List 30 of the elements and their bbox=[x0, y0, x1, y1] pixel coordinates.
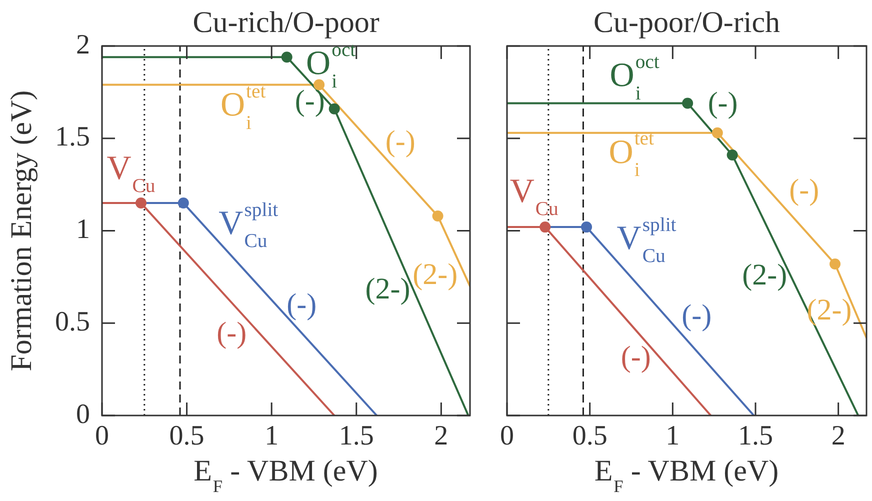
annotation: (2-) bbox=[806, 293, 852, 326]
annotation: (2-) bbox=[742, 258, 788, 292]
annotation: (-) bbox=[708, 86, 738, 120]
annotation: (-) bbox=[294, 84, 325, 118]
annotation: (-) bbox=[216, 316, 247, 350]
annotation: (-) bbox=[385, 124, 416, 158]
chart-title: Cu-rich/O-poor bbox=[192, 6, 380, 39]
x-tick-label: 0 bbox=[500, 420, 514, 452]
x-tick-label: 0.5 bbox=[572, 420, 608, 452]
y-tick-label: 2 bbox=[76, 29, 90, 60]
x-tick-label: 1.5 bbox=[738, 420, 773, 452]
y-axis-title: Formation Energy (eV) bbox=[4, 90, 38, 372]
annotation: (2-) bbox=[412, 258, 458, 292]
annotation: (-) bbox=[789, 174, 820, 207]
y-tick-label: 1.5 bbox=[55, 122, 90, 153]
x-tick-label: 0 bbox=[95, 420, 109, 452]
annotation: (-) bbox=[286, 288, 317, 321]
chart-title: Cu-poor/O-rich bbox=[593, 6, 780, 39]
x-tick-label: 2 bbox=[831, 420, 846, 452]
annotation: (-) bbox=[620, 340, 651, 374]
x-tick-label: 1.5 bbox=[338, 420, 374, 452]
x-tick-label: 2 bbox=[434, 420, 448, 452]
y-tick-label: 1 bbox=[76, 214, 90, 246]
x-tick-label: 0.5 bbox=[169, 420, 204, 452]
y-tick-label: 0 bbox=[76, 398, 90, 430]
annotation: (2-) bbox=[365, 272, 410, 306]
annotation: (-) bbox=[682, 299, 712, 332]
y-tick-label: 0.5 bbox=[55, 306, 90, 338]
x-tick-label: 1 bbox=[264, 420, 279, 452]
x-tick-label: 1 bbox=[666, 420, 680, 452]
